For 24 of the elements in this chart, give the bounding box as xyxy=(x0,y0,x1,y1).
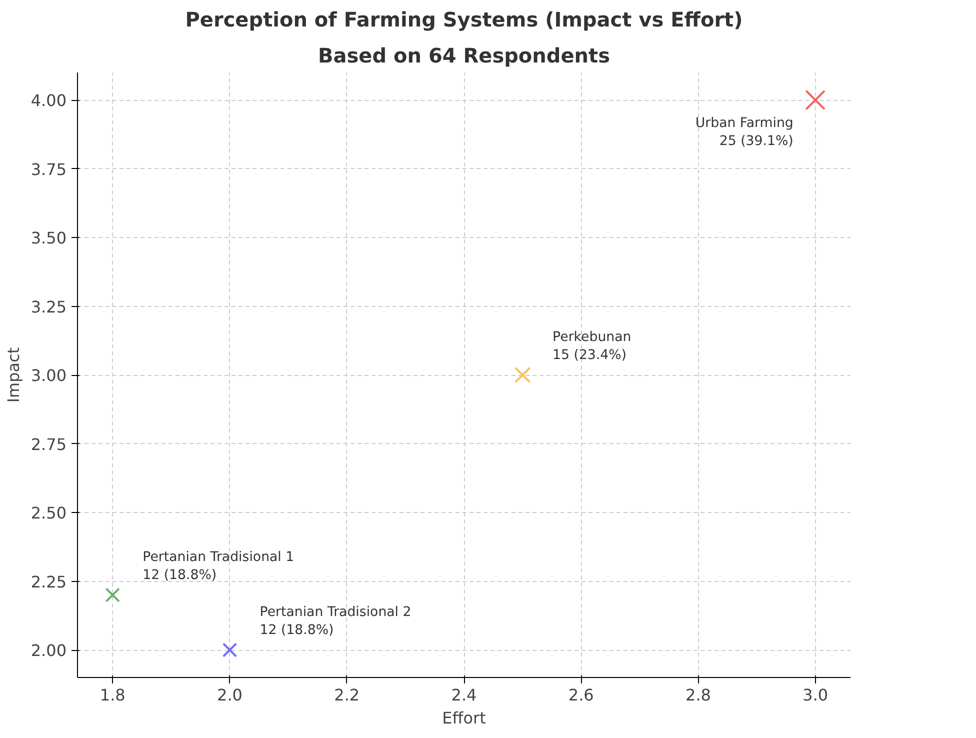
y-tick-label: 2.25 xyxy=(30,572,66,592)
y-tick-label: 3.25 xyxy=(30,297,66,316)
annotation: Pertanian Tradisional 2 12 (18.8%) xyxy=(260,605,412,638)
y-tick-label: 2.75 xyxy=(30,434,66,454)
y-tick-label: 2.00 xyxy=(30,641,66,660)
chart-title: Perception of Farming Systems (Impact vs Effort) xyxy=(185,8,743,32)
x-tick-label: 1.8 xyxy=(100,686,126,704)
annotation: Perkebunan 15 (23.4%) xyxy=(552,330,632,363)
annotation: Urban Farming 25 (39.1%) xyxy=(695,116,794,149)
x-tick-label: 2.0 xyxy=(217,686,242,704)
chart-subtitle: Based on 64 Respondents xyxy=(318,44,610,68)
x-tick-label: 2.6 xyxy=(568,686,594,704)
x-tick-label: 3.0 xyxy=(802,686,828,704)
x-tick-label: 2.4 xyxy=(451,686,477,704)
y-tick-label: 3.00 xyxy=(30,366,66,385)
y-tick-label: 3.75 xyxy=(30,160,66,179)
x-axis-title: Effort xyxy=(442,708,486,728)
y-tick-label: 2.50 xyxy=(30,504,66,522)
y-tick-label: 3.50 xyxy=(30,228,66,248)
x-tick-label: 2.8 xyxy=(686,686,711,704)
y-tick-label: 4.00 xyxy=(30,91,66,110)
x-tick-label: 2.2 xyxy=(334,686,360,704)
annotation: Pertanian Tradisional 1 12 (18.8%) xyxy=(142,550,294,583)
y-axis-title: Impact xyxy=(4,347,23,403)
